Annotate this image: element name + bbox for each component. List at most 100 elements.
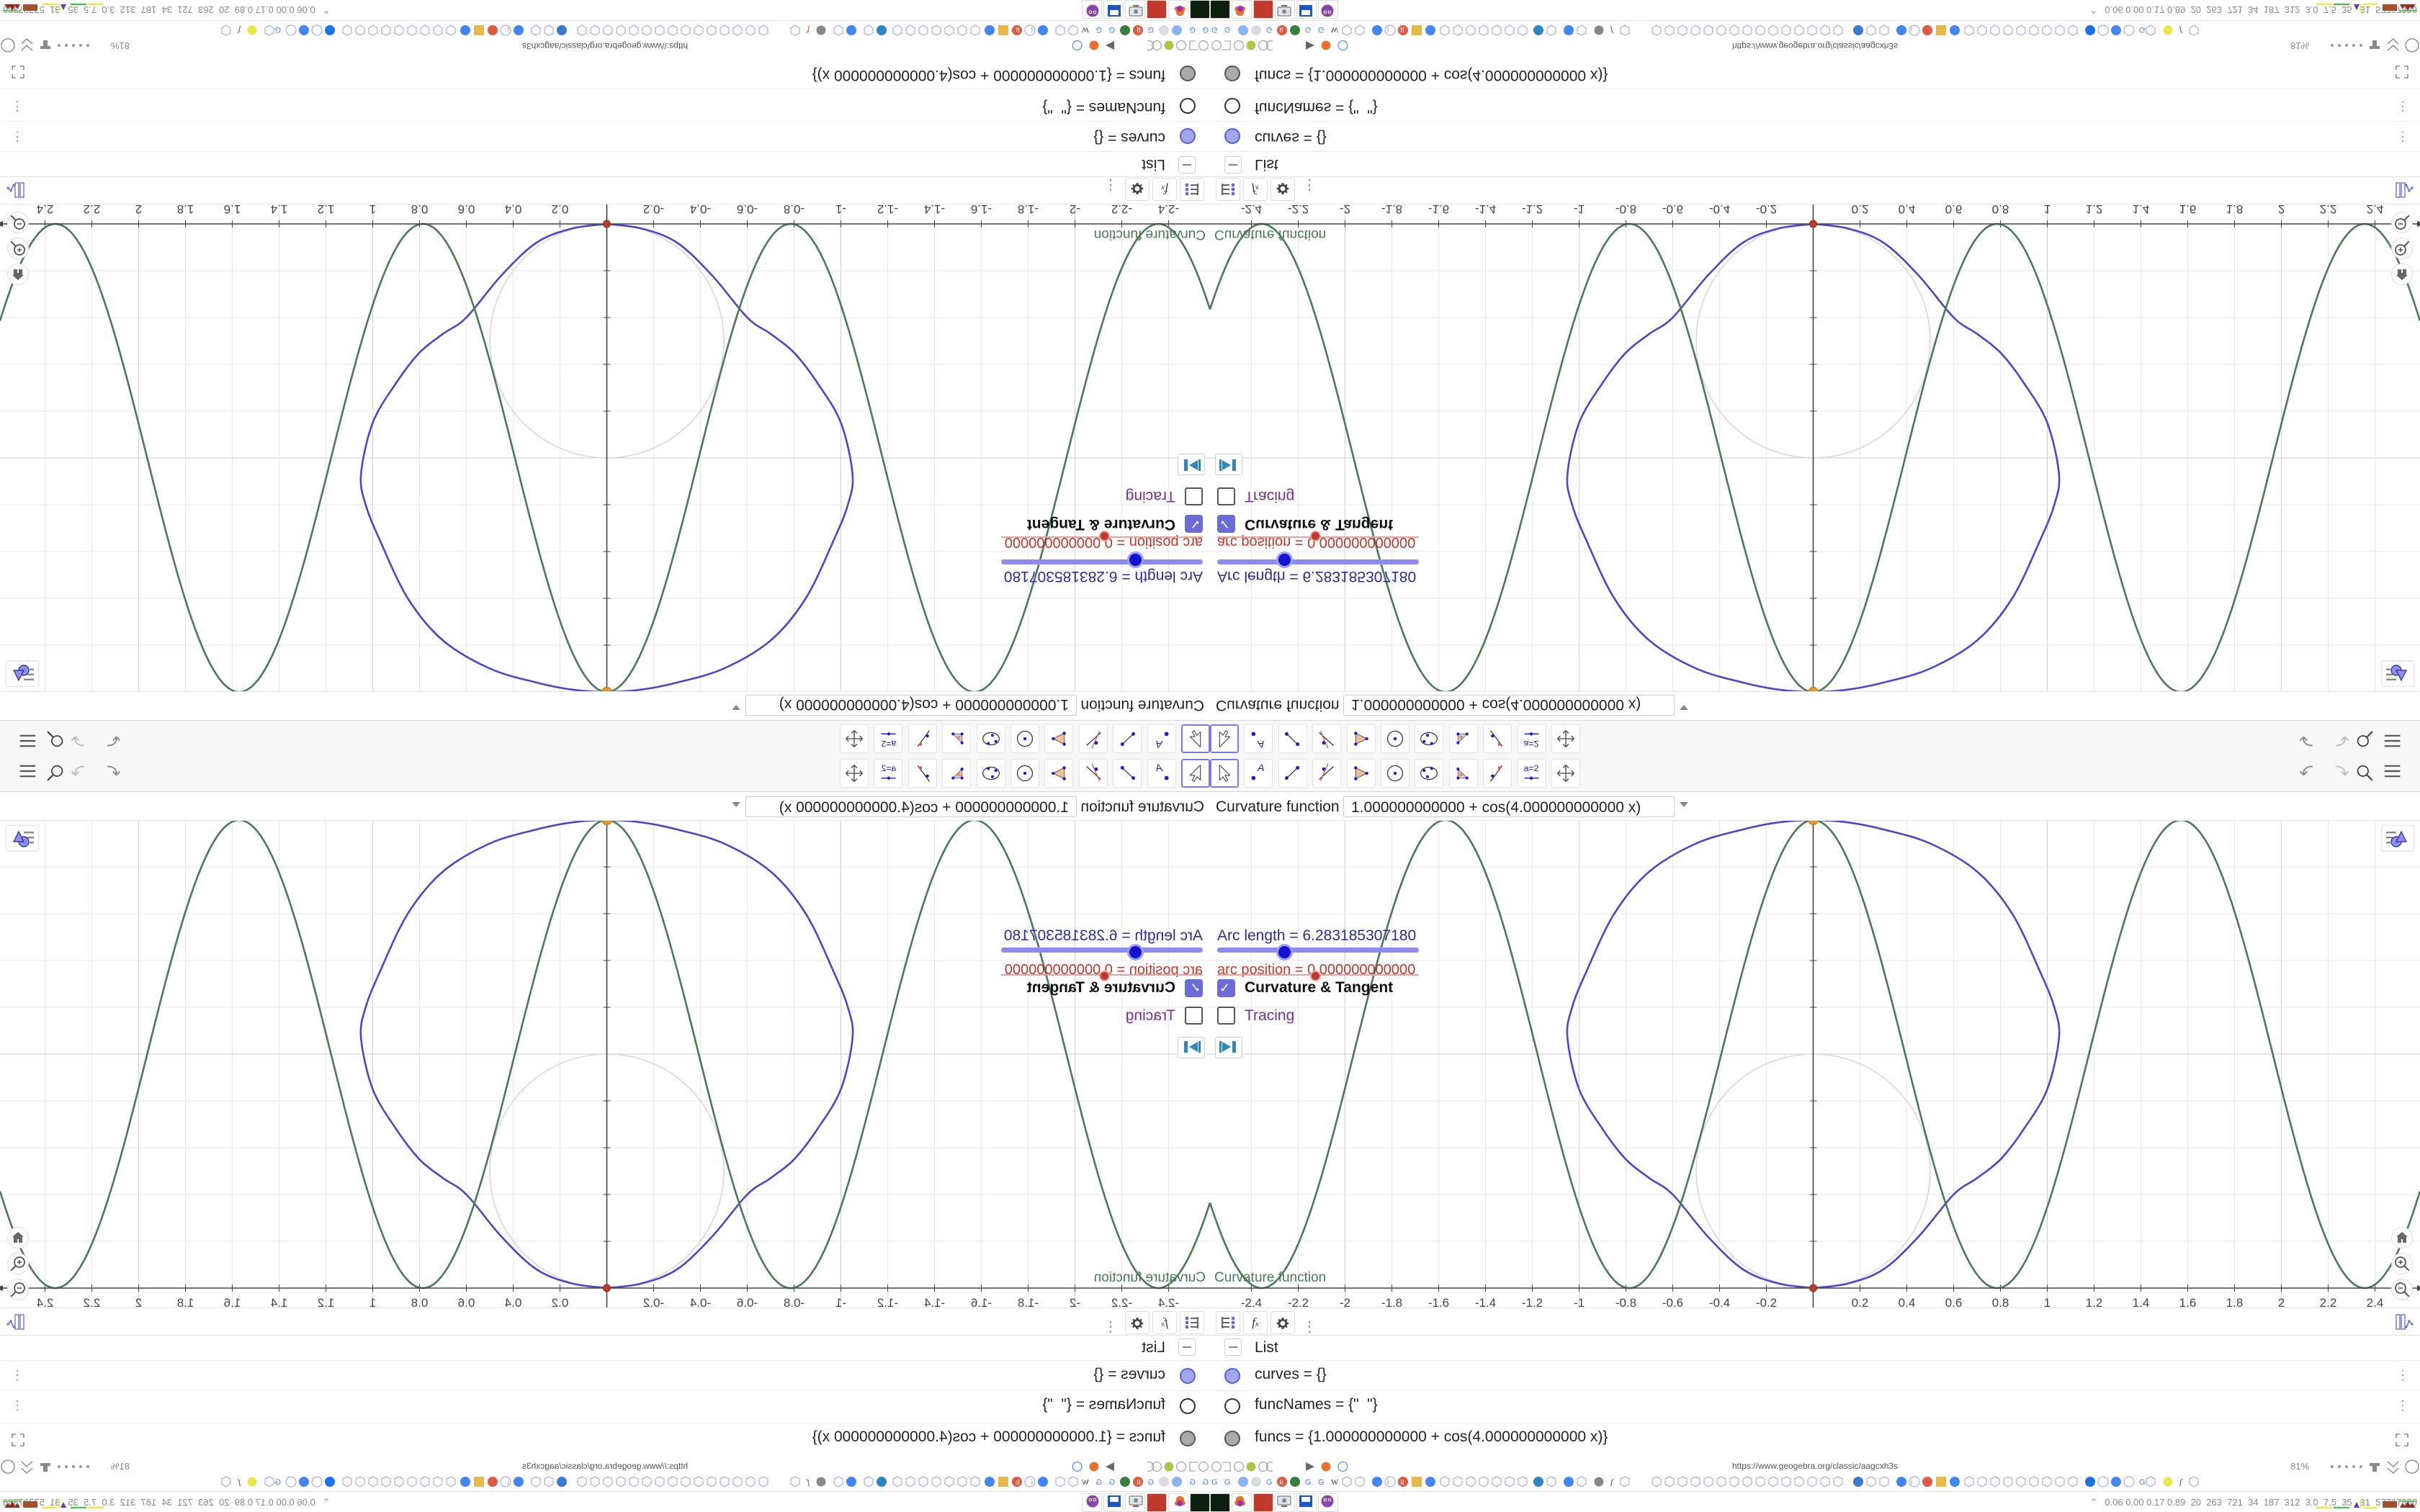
svg-text:-1: -1 bbox=[835, 204, 846, 216]
svg-text:0.8: 0.8 bbox=[411, 1296, 429, 1308]
svg-text:f: f bbox=[237, 1477, 241, 1487]
svg-text:f: f bbox=[2179, 1477, 2183, 1487]
svg-text:0.8: 0.8 bbox=[1992, 204, 2009, 216]
svg-text:-0.8: -0.8 bbox=[1615, 204, 1636, 216]
svg-text:R: R bbox=[1016, 26, 1020, 33]
svg-text:f: f bbox=[1610, 25, 1614, 35]
svg-text:2: 2 bbox=[2278, 204, 2285, 216]
svg-text:-2: -2 bbox=[1340, 204, 1350, 216]
svg-text:f: f bbox=[806, 25, 810, 35]
svg-text:0.2: 0.2 bbox=[552, 1296, 569, 1308]
svg-text:-1.2: -1.2 bbox=[1522, 1296, 1543, 1308]
svg-text:0.8: 0.8 bbox=[411, 204, 429, 216]
svg-text:1.6: 1.6 bbox=[2179, 204, 2197, 216]
svg-text:R: R bbox=[1279, 26, 1283, 33]
svg-text:-0.2: -0.2 bbox=[1756, 1296, 1777, 1308]
svg-text:i: i bbox=[1031, 25, 1033, 33]
svg-text:f: f bbox=[1610, 1477, 1614, 1487]
svg-text:2.2: 2.2 bbox=[2320, 1296, 2337, 1308]
svg-text:0.2: 0.2 bbox=[552, 204, 569, 216]
svg-text:-2: -2 bbox=[1340, 1296, 1350, 1308]
svg-text:1.8: 1.8 bbox=[177, 1296, 194, 1308]
svg-text:A: A bbox=[1257, 738, 1265, 750]
svg-text:a=2: a=2 bbox=[881, 763, 896, 773]
svg-text:-1.6: -1.6 bbox=[1428, 1296, 1449, 1308]
svg-text:-1.6: -1.6 bbox=[971, 1296, 992, 1308]
svg-text:Curvature function: Curvature function bbox=[1214, 1270, 1326, 1285]
svg-text:i: i bbox=[508, 26, 509, 33]
svg-text:-0.6: -0.6 bbox=[737, 204, 758, 216]
svg-text:1: 1 bbox=[369, 204, 376, 216]
svg-text:https://www.geogebra.org/class: https://www.geogebra.org/classic/aagcxh3… bbox=[1732, 1461, 1898, 1471]
svg-text:1.8: 1.8 bbox=[2226, 1296, 2244, 1308]
svg-text:-0.2: -0.2 bbox=[643, 1296, 664, 1308]
svg-text:81%: 81% bbox=[2290, 1461, 2309, 1472]
svg-text:-1.4: -1.4 bbox=[924, 1296, 945, 1308]
svg-text:0.2: 0.2 bbox=[1852, 204, 1869, 216]
svg-text:-0.4: -0.4 bbox=[690, 204, 711, 216]
svg-text:G: G bbox=[1202, 25, 1209, 34]
svg-text:0.6: 0.6 bbox=[458, 204, 475, 216]
svg-text:1: 1 bbox=[2044, 1296, 2051, 1308]
svg-text:G: G bbox=[1095, 25, 1102, 34]
svg-text:64: 64 bbox=[1111, 5, 1117, 10]
svg-text:a=2: a=2 bbox=[1524, 763, 1539, 773]
svg-text:https://www.geogebra.org/class: https://www.geogebra.org/classic/aagcxh3… bbox=[1732, 41, 1898, 51]
svg-text:81%: 81% bbox=[2290, 40, 2309, 51]
svg-text:G: G bbox=[2139, 25, 2146, 34]
svg-text:G: G bbox=[1095, 1478, 1102, 1487]
svg-text:α: α bbox=[957, 734, 961, 741]
svg-text:G: G bbox=[1189, 1478, 1196, 1487]
svg-text:G: G bbox=[1305, 25, 1312, 34]
svg-text:G: G bbox=[1318, 25, 1325, 34]
svg-text:1: 1 bbox=[2044, 204, 2051, 216]
svg-text:1.2: 1.2 bbox=[2086, 1296, 2103, 1308]
svg-text:f: f bbox=[806, 1477, 810, 1487]
svg-text:α: α bbox=[1459, 771, 1463, 778]
svg-text:-1: -1 bbox=[835, 1296, 846, 1308]
svg-text:i: i bbox=[1031, 1479, 1033, 1487]
svg-text:2.4: 2.4 bbox=[37, 1296, 54, 1308]
svg-text:a=2: a=2 bbox=[1524, 739, 1539, 749]
svg-text:G: G bbox=[2139, 1478, 2146, 1487]
svg-text:-0.8: -0.8 bbox=[784, 204, 805, 216]
svg-text:2.2: 2.2 bbox=[2320, 204, 2337, 216]
svg-text:i: i bbox=[1387, 25, 1389, 33]
svg-text:-1.4: -1.4 bbox=[1475, 1296, 1496, 1308]
svg-text:64: 64 bbox=[1303, 5, 1309, 10]
svg-text:-1: -1 bbox=[1574, 1296, 1585, 1308]
svg-text:G: G bbox=[1202, 1478, 1209, 1487]
svg-text:A: A bbox=[1155, 762, 1163, 774]
svg-text:G: G bbox=[1108, 25, 1115, 34]
svg-text:G: G bbox=[1266, 25, 1273, 34]
svg-text:-1.6: -1.6 bbox=[971, 204, 992, 216]
svg-text:R: R bbox=[1016, 1479, 1020, 1486]
svg-text:0.6: 0.6 bbox=[458, 1296, 475, 1308]
svg-text:-2.4: -2.4 bbox=[1158, 204, 1179, 216]
svg-text:-0.6: -0.6 bbox=[1662, 1296, 1683, 1308]
svg-text:G: G bbox=[274, 25, 281, 34]
svg-text:1.4: 1.4 bbox=[2133, 1296, 2150, 1308]
svg-text:-1.8: -1.8 bbox=[1381, 204, 1402, 216]
svg-text:-0.4: -0.4 bbox=[1709, 204, 1730, 216]
svg-text:1.6: 1.6 bbox=[2179, 1296, 2197, 1308]
svg-text:2.4: 2.4 bbox=[2367, 1296, 2384, 1308]
svg-text:G: G bbox=[1305, 1478, 1312, 1487]
svg-text:2.2: 2.2 bbox=[84, 204, 101, 216]
svg-text:1.4: 1.4 bbox=[271, 204, 288, 216]
svg-text:0.4: 0.4 bbox=[505, 1296, 522, 1308]
svg-text:1: 1 bbox=[369, 1296, 376, 1308]
svg-text:-1.8: -1.8 bbox=[1018, 1296, 1039, 1308]
svg-text:2.4: 2.4 bbox=[37, 204, 54, 216]
svg-text:i: i bbox=[508, 1479, 509, 1486]
svg-text:0.8: 0.8 bbox=[1992, 1296, 2009, 1308]
svg-text:G: G bbox=[1108, 1478, 1115, 1487]
svg-text:-2.2: -2.2 bbox=[1111, 204, 1132, 216]
svg-text:0.4: 0.4 bbox=[505, 204, 522, 216]
svg-text:f: f bbox=[237, 25, 241, 35]
svg-text:-2: -2 bbox=[1070, 1296, 1080, 1308]
svg-text:i: i bbox=[1911, 26, 1912, 33]
svg-text:2.2: 2.2 bbox=[84, 1296, 101, 1308]
svg-text:R: R bbox=[1137, 1479, 1141, 1486]
svg-text:0.6: 0.6 bbox=[1945, 204, 1963, 216]
